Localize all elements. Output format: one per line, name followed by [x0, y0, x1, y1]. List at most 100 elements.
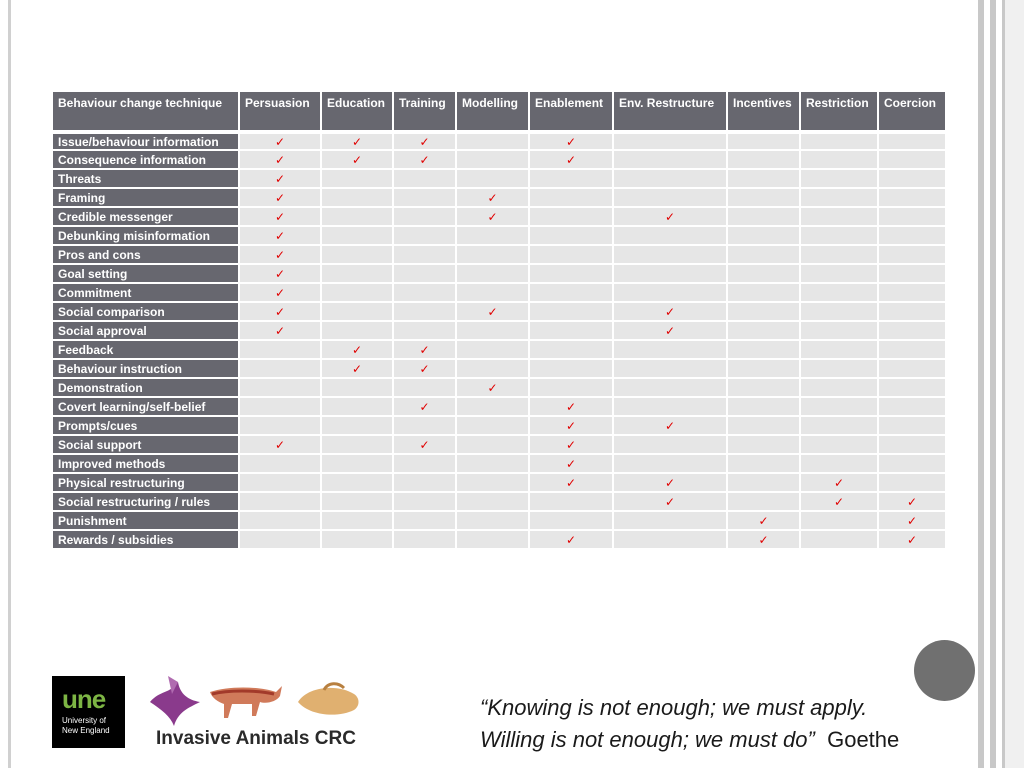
empty-cell — [879, 436, 945, 455]
quote-author: Goethe — [827, 727, 900, 752]
empty-cell — [457, 341, 528, 360]
empty-cell — [728, 417, 799, 436]
check-icon: ✓ — [801, 474, 877, 493]
empty-cell — [457, 170, 528, 189]
empty-cell — [457, 398, 528, 417]
empty-cell — [240, 360, 320, 379]
empty-cell — [240, 531, 320, 550]
empty-cell — [394, 417, 455, 436]
row-label: Behaviour instruction — [53, 360, 238, 379]
quote-line-1: “Knowing is not enough; we must apply. — [480, 695, 868, 720]
empty-cell — [457, 455, 528, 474]
empty-cell — [879, 227, 945, 246]
goethe-quote: “Knowing is not enough; we must apply. W… — [480, 692, 899, 756]
empty-cell — [879, 189, 945, 208]
empty-cell — [728, 265, 799, 284]
une-logo-mark: une — [62, 684, 106, 714]
empty-cell — [728, 398, 799, 417]
une-logo-line: New England — [62, 726, 110, 735]
quote-line-2: Willing is not enough; we must do” — [480, 727, 815, 752]
empty-cell — [322, 398, 392, 417]
slide-frame-right — [1002, 0, 1024, 768]
empty-cell — [394, 208, 455, 227]
empty-cell — [728, 189, 799, 208]
empty-cell — [614, 132, 726, 151]
empty-cell — [801, 189, 877, 208]
check-icon: ✓ — [394, 398, 455, 417]
empty-cell — [801, 436, 877, 455]
empty-cell — [879, 474, 945, 493]
empty-cell — [801, 170, 877, 189]
check-icon: ✓ — [240, 246, 320, 265]
empty-cell — [394, 474, 455, 493]
header-persuasion: Persuasion — [240, 92, 320, 132]
empty-cell — [530, 208, 612, 227]
empty-cell — [728, 208, 799, 227]
empty-cell — [879, 170, 945, 189]
empty-cell — [728, 227, 799, 246]
empty-cell — [801, 531, 877, 550]
check-icon: ✓ — [240, 265, 320, 284]
empty-cell — [801, 417, 877, 436]
check-icon: ✓ — [614, 474, 726, 493]
empty-cell — [457, 265, 528, 284]
empty-cell — [801, 455, 877, 474]
check-icon: ✓ — [530, 417, 612, 436]
empty-cell — [614, 436, 726, 455]
empty-cell — [240, 398, 320, 417]
row-label: Framing — [53, 189, 238, 208]
check-icon: ✓ — [457, 379, 528, 398]
check-icon: ✓ — [240, 132, 320, 151]
empty-cell — [879, 322, 945, 341]
empty-cell — [614, 265, 726, 284]
check-icon: ✓ — [614, 417, 726, 436]
empty-cell — [614, 227, 726, 246]
behaviour-change-table: Behaviour change technique Persuasion Educ… — [51, 92, 947, 550]
row-label: Feedback — [53, 341, 238, 360]
slide-frame-right — [978, 0, 984, 768]
empty-cell — [801, 341, 877, 360]
row-label: Improved methods — [53, 455, 238, 474]
empty-cell — [879, 303, 945, 322]
empty-cell — [728, 246, 799, 265]
check-icon: ✓ — [240, 208, 320, 227]
empty-cell — [614, 379, 726, 398]
empty-cell — [322, 303, 392, 322]
check-icon: ✓ — [530, 132, 612, 151]
invasive-animals-logo-icon — [150, 676, 359, 726]
table-row: Demonstration ✓ — [53, 379, 945, 398]
empty-cell — [801, 398, 877, 417]
empty-cell — [879, 455, 945, 474]
empty-cell — [394, 246, 455, 265]
check-icon: ✓ — [240, 189, 320, 208]
empty-cell — [801, 379, 877, 398]
empty-cell — [394, 189, 455, 208]
empty-cell — [801, 265, 877, 284]
check-icon: ✓ — [394, 436, 455, 455]
empty-cell — [457, 531, 528, 550]
empty-cell — [457, 322, 528, 341]
header-coercion: Coercion — [879, 92, 945, 132]
empty-cell — [457, 151, 528, 170]
empty-cell — [614, 189, 726, 208]
empty-cell — [530, 493, 612, 512]
check-icon: ✓ — [614, 303, 726, 322]
empty-cell — [530, 322, 612, 341]
table-row: Social restructuring / rules ✓ ✓ ✓ — [53, 493, 945, 512]
empty-cell — [728, 132, 799, 151]
check-icon: ✓ — [614, 208, 726, 227]
table-row: Punishment ✓ ✓ — [53, 512, 945, 531]
check-icon: ✓ — [240, 284, 320, 303]
empty-cell — [614, 360, 726, 379]
table-row: Commitment ✓ — [53, 284, 945, 303]
empty-cell — [530, 170, 612, 189]
empty-cell — [322, 531, 392, 550]
empty-cell — [457, 493, 528, 512]
empty-cell — [614, 398, 726, 417]
table-row: Improved methods ✓ — [53, 455, 945, 474]
check-icon: ✓ — [322, 132, 392, 151]
check-icon: ✓ — [240, 151, 320, 170]
empty-cell — [457, 417, 528, 436]
empty-cell — [728, 303, 799, 322]
table-row: Rewards / subsidies ✓ ✓ ✓ — [53, 531, 945, 550]
